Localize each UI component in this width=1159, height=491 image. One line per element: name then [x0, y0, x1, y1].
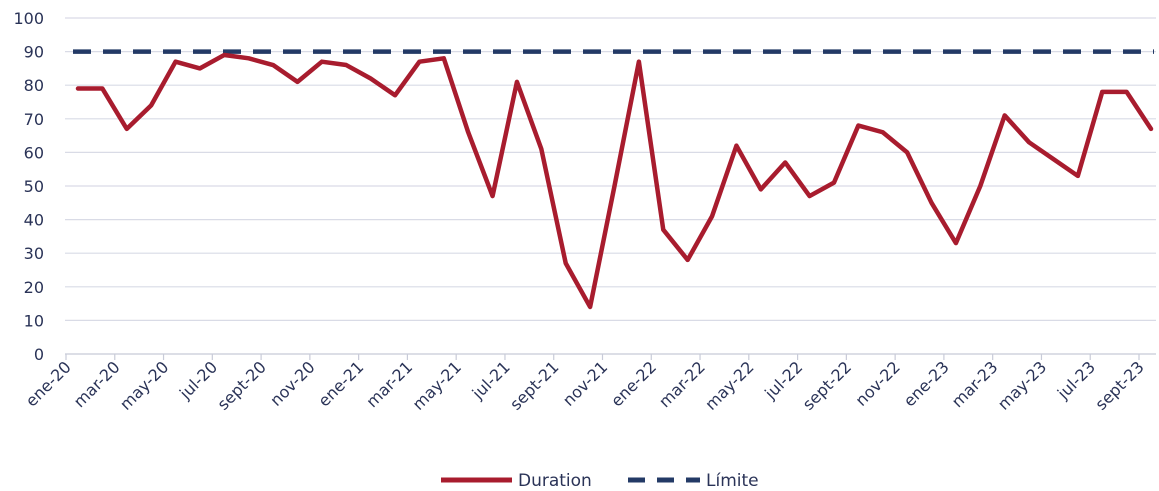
y-tick-label: 70 [24, 110, 44, 129]
x-tick-label: jul-22 [760, 357, 806, 403]
x-tick-label: nov-21 [559, 357, 611, 409]
legend-label: Límite [706, 471, 759, 491]
y-tick-label: 80 [24, 76, 44, 95]
series-line-duration [75, 52, 1154, 310]
y-tick-label: 10 [24, 311, 44, 330]
y-tick-label: 50 [24, 177, 44, 196]
y-tick-label: 100 [13, 9, 44, 28]
x-tick-label: mar-23 [948, 357, 1002, 411]
x-tick-label: sept-22 [799, 357, 855, 413]
x-tick-label: ene-22 [607, 357, 660, 410]
legend: Duration Límite [441, 471, 759, 491]
x-tick-label: mar-21 [362, 357, 416, 411]
legend-label: Duration [518, 471, 592, 491]
gridlines [65, 17, 1156, 321]
x-tick-label: sept-23 [1091, 357, 1147, 413]
x-tick-label: nov-20 [266, 357, 318, 409]
y-tick-label: 30 [24, 244, 44, 263]
y-tick-label: 60 [24, 143, 44, 162]
x-tick-label: jul-21 [468, 357, 514, 403]
x-tick-label: mar-22 [655, 357, 709, 411]
y-tick-label: 40 [24, 211, 44, 230]
x-tick-label: jul-23 [1053, 357, 1099, 403]
x-tick-label: ene-23 [900, 357, 953, 410]
x-tick-label: nov-22 [852, 357, 904, 409]
x-tick-label: may-23 [994, 357, 1050, 413]
y-tick-label: 0 [34, 345, 44, 364]
x-tick-label: may-20 [116, 357, 172, 413]
x-axis [65, 353, 1156, 360]
y-tick-label: 20 [24, 278, 44, 297]
series-lines [73, 49, 1154, 310]
x-tick-label: ene-20 [22, 357, 75, 410]
x-tick-label: sept-21 [506, 357, 562, 413]
x-tick-label: jul-20 [175, 357, 221, 403]
y-tick-label: 90 [24, 43, 44, 62]
x-tick-label: ene-21 [314, 357, 367, 410]
x-tick-label: may-22 [701, 357, 757, 413]
y-axis-labels: 0 10 20 30 40 50 60 70 80 90 100 [13, 9, 44, 364]
x-tick-label: may-21 [409, 357, 465, 413]
x-tick-label: mar-20 [70, 357, 124, 411]
x-tick-label: sept-20 [214, 357, 270, 413]
